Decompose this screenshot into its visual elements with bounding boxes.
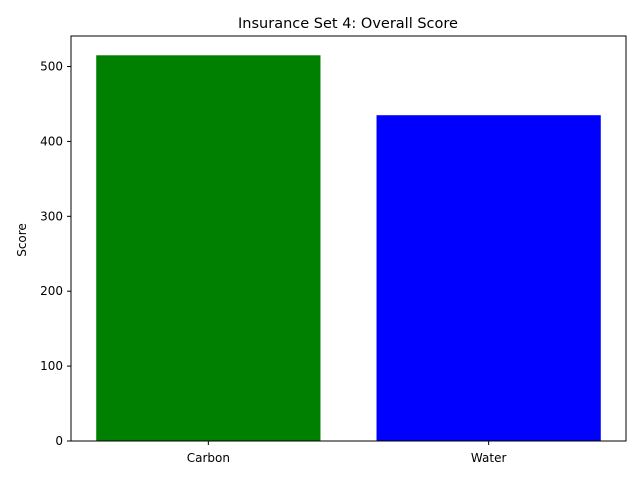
- y-tick-label: 0: [55, 434, 63, 448]
- y-tick-label: 500: [40, 60, 63, 74]
- y-tick-label: 100: [40, 359, 63, 373]
- y-tick-label: 300: [40, 209, 63, 223]
- y-tick-label: 200: [40, 284, 63, 298]
- x-tick-label: Carbon: [187, 451, 230, 465]
- bars: [96, 55, 601, 442]
- y-axis-title: Score: [15, 223, 29, 257]
- x-tick-label: Water: [471, 451, 507, 465]
- y-axis-ticks: 0 100 200 300 400 500: [40, 60, 71, 448]
- chart-title: Insurance Set 4: Overall Score: [238, 16, 458, 32]
- bar-carbon: [96, 55, 321, 442]
- x-axis-ticks: Carbon Water: [187, 441, 507, 465]
- y-tick-label: 400: [40, 134, 63, 148]
- bar-water: [376, 115, 601, 441]
- plot-frame: [70, 35, 627, 442]
